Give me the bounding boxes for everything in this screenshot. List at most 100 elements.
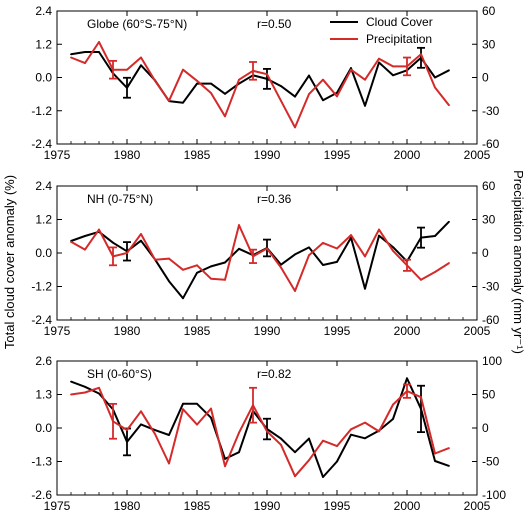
precipitation-point (210, 407, 212, 410)
x-tick-label: 1980 (114, 324, 141, 338)
cloud-cover-point (434, 460, 436, 462)
correlation-label: r=0.50 (257, 17, 292, 31)
y-right-tick-label: -30 (482, 280, 500, 294)
precipitation-point (294, 290, 296, 292)
legend-precip-label: Precipitation (366, 32, 432, 46)
cloud-cover-point (98, 392, 100, 395)
precipitation-point (280, 99, 282, 102)
precipitation-point (70, 56, 72, 59)
x-tick-label: 1995 (324, 148, 351, 162)
precipitation-point (392, 249, 394, 252)
cloud-cover-point (406, 377, 408, 380)
precipitation-point (322, 242, 324, 244)
x-tick-label: 2005 (464, 499, 491, 513)
precipitation-point (84, 248, 86, 251)
cloud-cover-point (224, 458, 226, 460)
precipitation-point (294, 126, 296, 129)
cloud-cover-point (392, 74, 394, 77)
y-right-tick-label: -50 (482, 455, 500, 469)
cloud-cover-point (448, 464, 450, 467)
panel-title: NH (0-75°N) (87, 192, 153, 206)
precipitation-point (154, 79, 156, 82)
x-tick-label: 1985 (184, 499, 211, 513)
precipitation-point (182, 68, 184, 71)
cloud-cover-point (378, 61, 380, 64)
x-tick-label: 1995 (324, 324, 351, 338)
cloud-cover-point (84, 385, 86, 388)
panel-title: SH (0-60°S) (87, 367, 152, 381)
precipitation-point (140, 233, 142, 235)
x-tick-label: 2005 (464, 324, 491, 338)
x-tick-label: 1980 (114, 148, 141, 162)
precipitation-point (378, 430, 380, 433)
cloud-cover-line (70, 51, 450, 107)
y-left-tick-label: -2.4 (31, 137, 52, 151)
cloud-cover-point (182, 402, 184, 405)
y-right-tick-label: 0 (482, 421, 489, 435)
precipitation-point (84, 62, 86, 64)
precipitation-point (336, 445, 338, 447)
y-left-tick-label: 2.4 (35, 4, 52, 18)
precipitation-point (140, 56, 142, 59)
precipitation-point (378, 228, 380, 231)
y-left-tick-label: 0.0 (35, 246, 52, 260)
precipitation-point (126, 429, 128, 431)
panel-2: 1975 1980 1985 1990 1995 2000 2005 -2.4 -1.2 0.0 1… (31, 179, 499, 338)
cloud-cover-point (140, 239, 142, 242)
cloud-cover-point (434, 235, 436, 237)
cloud-cover-point (308, 74, 310, 77)
legend: Cloud Cover Precipitation (330, 15, 433, 46)
y-right-tick-label: 60 (482, 179, 496, 193)
x-tick-label: 1990 (254, 499, 281, 513)
precipitation-point (434, 86, 436, 89)
y-right-tick-label: -100 (482, 488, 506, 502)
precipitation-point (224, 278, 226, 281)
cloud-cover-point (70, 380, 72, 383)
precipitation-point (182, 408, 184, 411)
precipitation-line (70, 386, 450, 478)
precipitation-point (420, 396, 422, 399)
cloud-cover-point (322, 476, 324, 478)
cloud-cover-point (196, 402, 198, 405)
y-right-tick-label: 100 (482, 354, 502, 368)
precipitation-point (294, 475, 296, 478)
cloud-cover-point (210, 82, 212, 85)
y-left-tick-label: 2.6 (35, 354, 52, 368)
cloud-cover-point (350, 433, 352, 436)
cloud-cover-point (350, 67, 352, 69)
cloud-cover-point (364, 287, 366, 290)
precipitation-point (126, 252, 128, 254)
x-tick-label: 2000 (394, 148, 421, 162)
precipitation-point (70, 393, 72, 396)
precipitation-point (364, 78, 366, 81)
cloud-cover-point (392, 418, 394, 420)
precipitation-point (308, 93, 310, 96)
precipitation-point (196, 79, 198, 82)
precipitation-point (224, 115, 226, 118)
precipitation-point (196, 264, 198, 267)
cloud-cover-point (182, 297, 184, 300)
precipitation-point (448, 447, 450, 449)
y-left-tick-label: -2.6 (31, 488, 52, 502)
x-tick-label: 1990 (254, 148, 281, 162)
cloud-cover-point (98, 51, 100, 53)
precipitation-point (266, 247, 268, 250)
cloud-cover-point (238, 451, 240, 454)
precipitation-point (266, 73, 268, 76)
y-left-tick-label: 0.0 (35, 421, 52, 435)
panel-1: 1975 1980 1985 1990 1995 2000 2005 -2.4 -1.2 0.0 1… (31, 4, 499, 162)
x-tick-label: 1975 (44, 499, 71, 513)
cloud-cover-point (70, 53, 72, 56)
cloud-cover-point (322, 264, 324, 266)
precipitation-point (98, 386, 100, 389)
x-tick-label: 1975 (44, 148, 71, 162)
precipitation-point (448, 104, 450, 107)
cloud-cover-point (294, 95, 296, 98)
precipitation-point (364, 255, 366, 258)
y-right-tick-label: -60 (482, 313, 500, 327)
left-axis-label: Total cloud cover anomaly (%) (2, 175, 17, 349)
cloud-cover-point (168, 434, 170, 436)
precipitation-point (140, 410, 142, 413)
correlation-label: r=0.82 (257, 367, 292, 381)
